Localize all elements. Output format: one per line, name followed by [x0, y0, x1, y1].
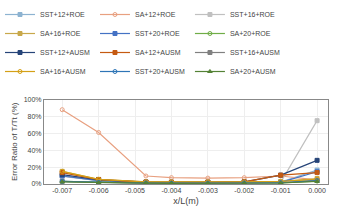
svg-text:20%: 20% [28, 164, 42, 171]
svg-text:-0.001: -0.001 [271, 187, 291, 194]
svg-text:SST+16+AUSM: SST+16+AUSM [230, 49, 280, 56]
svg-text:SST+20+AUSM: SST+20+AUSM [135, 68, 185, 75]
svg-text:0%: 0% [31, 180, 41, 187]
svg-text:-0.005: -0.005 [125, 187, 145, 194]
svg-text:x/L(m): x/L(m) [173, 196, 199, 206]
svg-text:-0.003: -0.003 [198, 187, 218, 194]
svg-text:SA+20+AUSM: SA+20+AUSM [230, 68, 276, 75]
svg-text:Error Ratio of T/Tt (%): Error Ratio of T/Tt (%) [10, 102, 19, 181]
svg-text:40%: 40% [28, 147, 42, 154]
svg-text:SST+20+ROE: SST+20+ROE [135, 30, 180, 37]
svg-text:SST+12+AUSM: SST+12+AUSM [40, 49, 90, 56]
svg-text:SST+12+ROE: SST+12+ROE [40, 11, 85, 18]
svg-text:SA+16+AUSM: SA+16+AUSM [40, 68, 86, 75]
svg-text:0.000: 0.000 [308, 187, 326, 194]
svg-text:100%: 100% [24, 96, 42, 103]
svg-text:SA+12+AUSM: SA+12+AUSM [135, 49, 181, 56]
svg-text:-0.007: -0.007 [52, 187, 72, 194]
svg-text:SST+16+ROE: SST+16+ROE [230, 11, 275, 18]
svg-text:SA+16+ROE: SA+16+ROE [40, 30, 81, 37]
svg-text:-0.002: -0.002 [234, 187, 254, 194]
svg-text:-0.004: -0.004 [162, 187, 182, 194]
svg-text:60%: 60% [28, 130, 42, 137]
svg-text:SA+20+ROE: SA+20+ROE [230, 30, 271, 37]
svg-text:-0.006: -0.006 [89, 187, 109, 194]
svg-text:SA+12+ROE: SA+12+ROE [135, 11, 176, 18]
svg-text:80%: 80% [28, 113, 42, 120]
